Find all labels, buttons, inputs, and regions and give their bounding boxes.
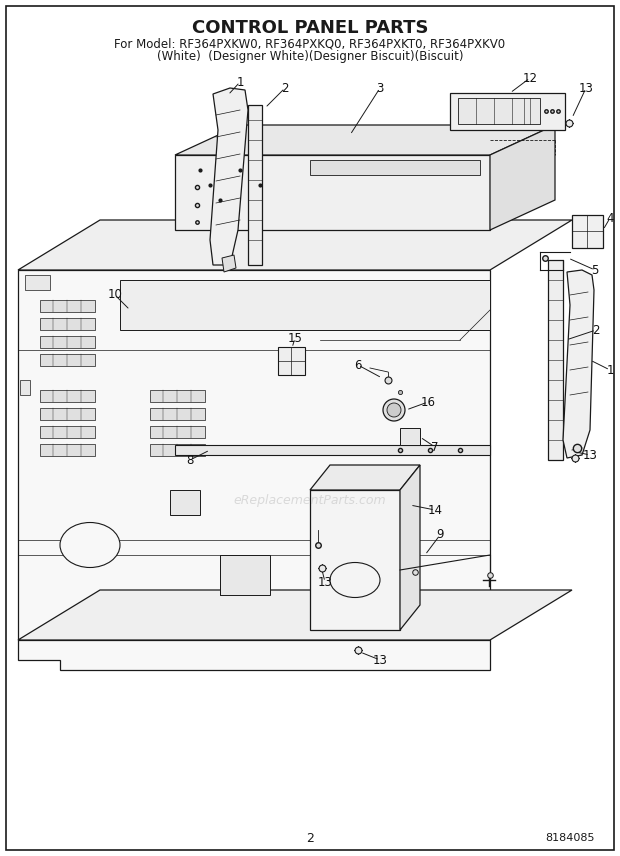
- Text: 15: 15: [288, 331, 303, 344]
- Text: CONTROL PANEL PARTS: CONTROL PANEL PARTS: [192, 19, 428, 37]
- Polygon shape: [18, 220, 572, 270]
- Polygon shape: [222, 255, 236, 272]
- Text: 13: 13: [373, 653, 388, 667]
- Polygon shape: [40, 300, 95, 312]
- Polygon shape: [40, 318, 95, 330]
- Text: eReplacementParts.com: eReplacementParts.com: [234, 494, 386, 507]
- Polygon shape: [18, 640, 490, 670]
- Polygon shape: [170, 490, 200, 515]
- Polygon shape: [18, 590, 572, 640]
- Text: 13: 13: [583, 449, 598, 461]
- Polygon shape: [572, 215, 603, 248]
- Text: 5: 5: [591, 264, 599, 276]
- Polygon shape: [40, 336, 95, 348]
- Text: 10: 10: [107, 288, 122, 301]
- Text: 3: 3: [376, 81, 384, 94]
- Polygon shape: [40, 354, 95, 366]
- Polygon shape: [150, 444, 205, 456]
- Text: 2: 2: [281, 81, 289, 94]
- Ellipse shape: [60, 522, 120, 568]
- Text: 16: 16: [420, 395, 435, 408]
- Polygon shape: [310, 465, 420, 490]
- Ellipse shape: [387, 403, 401, 417]
- Polygon shape: [25, 275, 50, 290]
- Polygon shape: [175, 155, 490, 230]
- Polygon shape: [220, 555, 270, 595]
- Polygon shape: [400, 465, 420, 630]
- Polygon shape: [563, 270, 594, 458]
- Polygon shape: [175, 445, 490, 455]
- Polygon shape: [278, 347, 305, 375]
- Polygon shape: [310, 160, 480, 175]
- Polygon shape: [40, 444, 95, 456]
- Text: 8: 8: [187, 454, 193, 467]
- Text: 14: 14: [428, 503, 443, 516]
- Polygon shape: [18, 270, 490, 640]
- Polygon shape: [310, 490, 400, 630]
- Ellipse shape: [330, 562, 380, 597]
- Polygon shape: [450, 93, 565, 130]
- Polygon shape: [20, 380, 30, 395]
- Text: For Model: RF364PXKW0, RF364PXKQ0, RF364PXKT0, RF364PXKV0: For Model: RF364PXKW0, RF364PXKQ0, RF364…: [115, 38, 505, 51]
- Text: 4: 4: [606, 211, 614, 224]
- Text: (White)  (Designer White)(Designer Biscuit)(Biscuit): (White) (Designer White)(Designer Biscui…: [157, 50, 463, 62]
- Polygon shape: [400, 428, 420, 445]
- Ellipse shape: [383, 399, 405, 421]
- Polygon shape: [458, 98, 540, 124]
- Polygon shape: [150, 426, 205, 438]
- Text: 12: 12: [523, 72, 538, 85]
- Text: 2: 2: [592, 324, 600, 336]
- Text: 2: 2: [306, 831, 314, 845]
- Polygon shape: [490, 125, 555, 230]
- Text: 13: 13: [578, 81, 593, 94]
- Text: 8184085: 8184085: [545, 833, 595, 843]
- Text: 1: 1: [606, 364, 614, 377]
- Polygon shape: [40, 408, 95, 420]
- Polygon shape: [210, 88, 248, 265]
- Polygon shape: [120, 280, 490, 330]
- Polygon shape: [548, 260, 563, 460]
- Text: 1: 1: [236, 75, 244, 88]
- Text: 13: 13: [317, 575, 332, 589]
- Polygon shape: [175, 125, 555, 155]
- Text: 6: 6: [354, 359, 361, 372]
- Polygon shape: [40, 426, 95, 438]
- Polygon shape: [248, 105, 262, 265]
- Polygon shape: [150, 408, 205, 420]
- Polygon shape: [150, 390, 205, 402]
- Text: 7: 7: [432, 441, 439, 454]
- Text: 9: 9: [436, 528, 444, 542]
- Polygon shape: [40, 390, 95, 402]
